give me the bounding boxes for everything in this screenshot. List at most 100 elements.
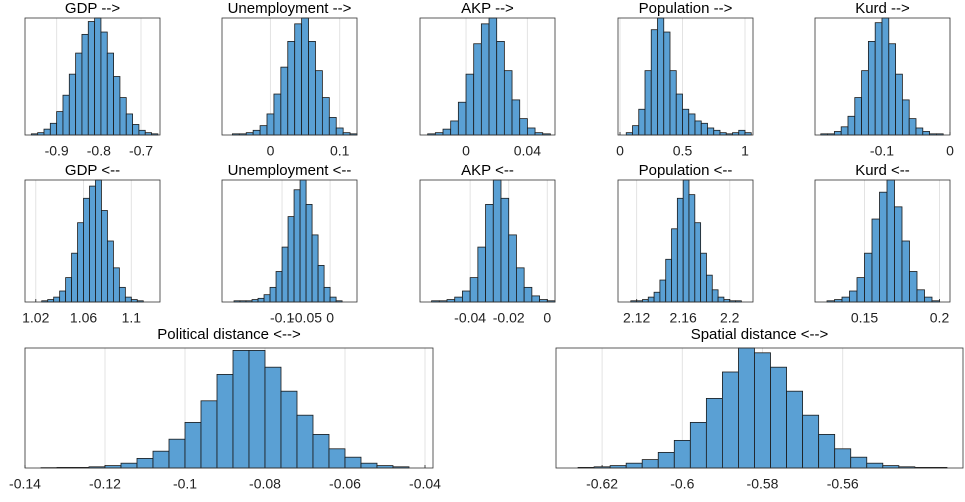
x-tick-label: 1.02 [22, 310, 49, 326]
axes-box [814, 179, 951, 303]
x-tick-label: -0.1 [870, 143, 894, 159]
histogram-bar [688, 113, 696, 136]
histogram-bar [263, 294, 271, 303]
histogram-bar [694, 120, 702, 136]
histogram-bar [523, 286, 533, 303]
histogram-bar [840, 126, 849, 136]
x-tick-label: -0.58 [747, 476, 779, 492]
histogram-bar [496, 41, 505, 136]
histogram-bar [273, 93, 282, 136]
axes-box [814, 17, 951, 136]
histogram-bar [94, 17, 102, 136]
histogram-bar [287, 41, 296, 136]
histogram-bar [492, 179, 502, 303]
histogram-bar [713, 129, 721, 136]
histogram-bar [118, 286, 126, 303]
chart-title: Kurd <-- [855, 162, 910, 179]
histogram-bar [200, 400, 218, 469]
histogram-bar [657, 451, 675, 469]
histogram-bar [849, 290, 858, 303]
axes-box [555, 347, 964, 469]
x-tick-label: 0 [543, 310, 551, 326]
x-tick-label: -0.1 [270, 310, 294, 326]
histogram-bar [266, 113, 275, 136]
histogram-bar [344, 456, 362, 469]
histogram-bar [296, 414, 314, 469]
histogram-bar [138, 129, 146, 136]
histogram-bar [650, 29, 658, 136]
x-tick-label: 0.15 [851, 310, 878, 326]
histogram-bar [328, 117, 337, 136]
histogram-bar [335, 127, 344, 136]
histogram-bar [516, 267, 525, 303]
histogram-bar [874, 22, 883, 136]
histogram-bar [120, 462, 138, 469]
histogram-bar [676, 197, 684, 303]
x-tick-label: 0 [616, 143, 624, 159]
histogram-bar [89, 185, 96, 303]
histogram-bar [754, 352, 771, 469]
histogram-bar [124, 296, 132, 303]
chart-title: GDP --> [65, 0, 120, 17]
histogram-bar [65, 277, 72, 303]
histogram-bar [252, 129, 261, 136]
histogram-bar [665, 258, 672, 303]
histogram-bar [866, 462, 884, 469]
chart-title: Population <-- [639, 162, 733, 179]
histogram-bar [293, 189, 301, 303]
histogram-bar [861, 70, 869, 136]
histogram-bar [168, 438, 186, 469]
histogram-bar [888, 43, 896, 136]
x-tick-label: 0.2 [930, 310, 950, 326]
histogram-bar [312, 433, 330, 469]
histogram-bar [323, 286, 331, 303]
histogram-bar [305, 203, 313, 303]
histogram-bar [526, 127, 536, 136]
histogram-bar [894, 206, 903, 303]
histogram-bar [688, 194, 696, 303]
chart-title: Spatial distance <--> [691, 326, 829, 343]
histogram-bar [294, 23, 303, 136]
histogram-bar [834, 448, 852, 469]
histogram-bar [915, 127, 924, 136]
histogram-bar [854, 97, 862, 136]
x-tick-label: 1.06 [70, 310, 97, 326]
histogram-bar [299, 179, 307, 303]
histogram-bar [706, 274, 713, 303]
x-tick-label: 2.12 [623, 310, 650, 326]
chart-title: Unemployment <-- [228, 162, 352, 179]
histogram-bar [477, 246, 486, 303]
x-tick-label: -0.04 [409, 476, 441, 492]
histogram-bar [485, 203, 494, 303]
histogram-bar [632, 125, 640, 136]
chart-title: Kurd --> [855, 0, 910, 17]
x-tick-label: 0.5 [673, 143, 693, 159]
x-tick-label: 0.1 [330, 143, 350, 159]
axes-box [24, 347, 434, 469]
histogram-bar [81, 33, 89, 136]
x-tick-label: 0.04 [514, 143, 541, 159]
histogram-bar [308, 41, 316, 136]
histogram-bar [879, 191, 888, 303]
histogram-bar [886, 179, 895, 303]
x-tick-label: -0.6 [670, 476, 694, 492]
axes-box [221, 179, 358, 303]
histogram-bar [802, 414, 820, 469]
histogram-bar [738, 129, 746, 136]
histogram-bar [113, 267, 120, 303]
x-tick-label: 1 [741, 143, 749, 159]
histogram-bar [311, 234, 319, 303]
histogram-bar [321, 97, 330, 136]
x-tick-label: 0 [462, 143, 470, 159]
histogram-bar [315, 70, 323, 136]
histogram-bar [707, 127, 715, 136]
histogram-bar [647, 296, 655, 303]
histogram-bar [669, 70, 677, 136]
histogram-bar [53, 296, 61, 303]
histogram-bar [465, 73, 475, 136]
x-tick-label: -0.04 [454, 310, 486, 326]
axes-box [24, 17, 161, 136]
histogram-bar [75, 52, 83, 136]
x-tick-label: -0.1 [173, 476, 197, 492]
